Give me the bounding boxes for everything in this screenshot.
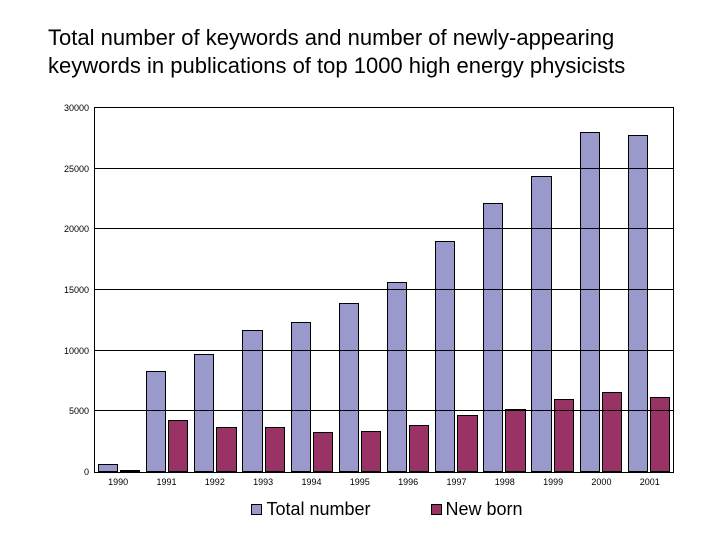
bars-layer <box>95 108 673 472</box>
y-tick-label: 15000 <box>64 285 95 295</box>
bar-group <box>191 108 239 472</box>
bar-newborn <box>361 431 381 472</box>
y-tick-label: 20000 <box>64 224 95 234</box>
bar-total <box>146 371 166 472</box>
legend-label-newborn: New born <box>446 499 523 520</box>
legend-swatch-newborn <box>431 504 442 515</box>
x-tick-label: 1991 <box>142 477 190 491</box>
bar-group <box>143 108 191 472</box>
legend-swatch-total <box>251 504 262 515</box>
x-tick-label: 1992 <box>191 477 239 491</box>
x-tick-label: 2001 <box>626 477 674 491</box>
x-tick-label: 1996 <box>384 477 432 491</box>
y-tick-label: 25000 <box>64 164 95 174</box>
chart: 050001000015000200002500030000 199019911… <box>48 107 680 491</box>
bar-total <box>242 330 262 472</box>
bar-newborn <box>457 415 477 472</box>
gridline <box>95 289 673 290</box>
legend-item-newborn: New born <box>431 499 523 520</box>
x-tick-label: 1990 <box>94 477 142 491</box>
x-tick-label: 1995 <box>336 477 384 491</box>
bar-total <box>291 322 311 472</box>
x-tick-label: 1993 <box>239 477 287 491</box>
bar-total <box>435 241 455 472</box>
bar-group <box>336 108 384 472</box>
bar-newborn <box>265 427 285 472</box>
legend-item-total: Total number <box>251 499 370 520</box>
bar-group <box>384 108 432 472</box>
bar-newborn <box>602 392 622 472</box>
bar-newborn <box>505 409 525 472</box>
bar-total <box>194 354 214 472</box>
x-tick-label: 2000 <box>577 477 625 491</box>
plot-area: 050001000015000200002500030000 <box>94 107 674 473</box>
x-axis-labels: 1990199119921993199419951996199719981999… <box>94 477 674 491</box>
x-tick-label: 1997 <box>432 477 480 491</box>
bar-newborn <box>216 427 236 472</box>
bar-group <box>240 108 288 472</box>
y-tick-label: 0 <box>84 467 95 477</box>
gridline <box>95 228 673 229</box>
x-tick-label: 1998 <box>481 477 529 491</box>
bar-newborn <box>168 420 188 472</box>
bar-total <box>580 132 600 472</box>
bar-group <box>432 108 480 472</box>
legend: Total number New born <box>48 491 680 520</box>
bar-group <box>95 108 143 472</box>
chart-wrap: 050001000015000200002500030000 199019911… <box>48 107 680 520</box>
gridline <box>95 350 673 351</box>
y-tick-label: 10000 <box>64 346 95 356</box>
x-tick-label: 1999 <box>529 477 577 491</box>
bar-group <box>625 108 673 472</box>
y-tick-label: 5000 <box>69 406 95 416</box>
gridline <box>95 168 673 169</box>
bar-newborn <box>120 470 140 472</box>
bar-total <box>483 203 503 472</box>
legend-label-total: Total number <box>266 499 370 520</box>
bar-total <box>98 464 118 472</box>
chart-title: Total number of keywords and number of n… <box>48 24 648 79</box>
bar-newborn <box>650 397 670 472</box>
y-tick-label: 30000 <box>64 103 95 113</box>
bar-total <box>339 303 359 472</box>
bar-newborn <box>409 425 429 472</box>
bar-total <box>531 176 551 472</box>
bar-group <box>529 108 577 472</box>
bar-group <box>480 108 528 472</box>
x-tick-label: 1994 <box>287 477 335 491</box>
bar-group <box>288 108 336 472</box>
bar-newborn <box>313 432 333 472</box>
bar-total <box>628 135 648 472</box>
bar-total <box>387 282 407 472</box>
gridline <box>95 410 673 411</box>
bar-group <box>577 108 625 472</box>
